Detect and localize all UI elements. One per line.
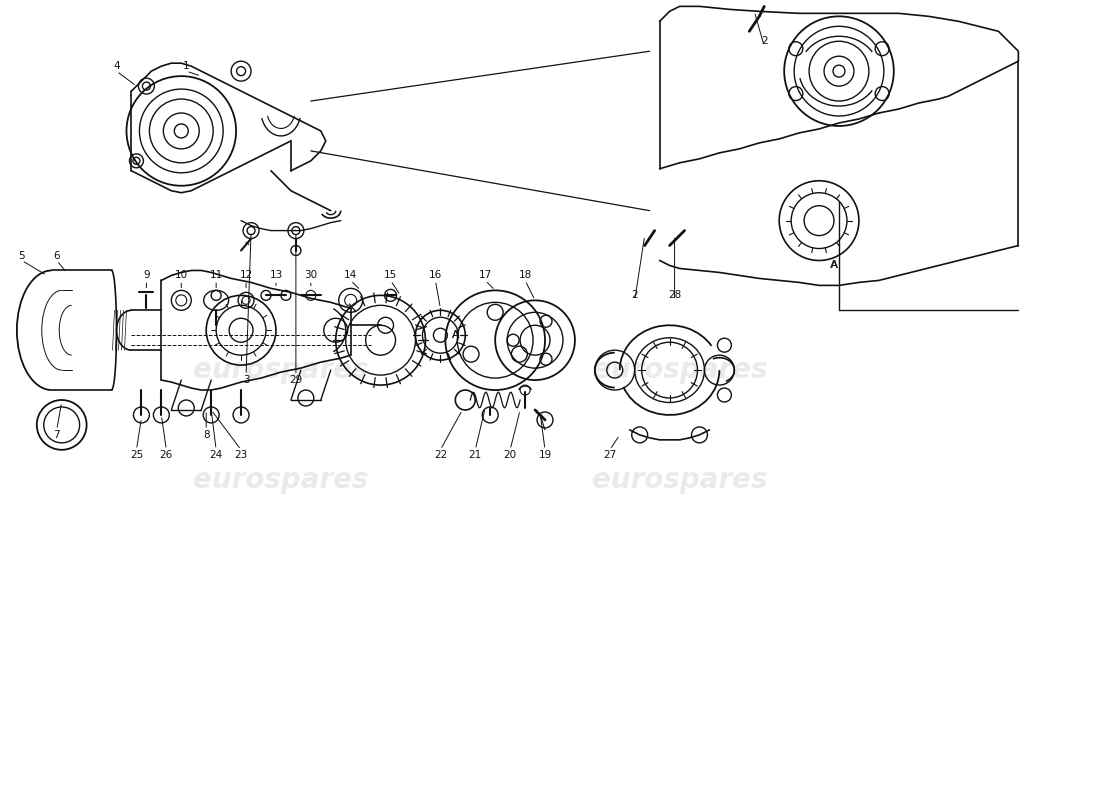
- Text: 8: 8: [202, 430, 209, 440]
- Text: 12: 12: [240, 270, 253, 281]
- Text: 2: 2: [761, 36, 768, 46]
- Text: 22: 22: [433, 450, 447, 460]
- Text: eurospares: eurospares: [592, 356, 768, 384]
- Text: 9: 9: [143, 270, 150, 281]
- Text: A: A: [452, 330, 459, 340]
- Text: 13: 13: [270, 270, 283, 281]
- Text: 29: 29: [289, 375, 302, 385]
- Text: 15: 15: [384, 270, 397, 281]
- Text: eurospares: eurospares: [592, 466, 768, 494]
- Text: 6: 6: [54, 250, 60, 261]
- Text: 16: 16: [429, 270, 442, 281]
- Text: 14: 14: [344, 270, 358, 281]
- Text: 5: 5: [19, 250, 25, 261]
- Text: 24: 24: [209, 450, 223, 460]
- Text: 30: 30: [305, 270, 318, 281]
- Text: 11: 11: [209, 270, 223, 281]
- Text: 18: 18: [518, 270, 531, 281]
- Text: 20: 20: [504, 450, 517, 460]
- Text: 27: 27: [603, 450, 616, 460]
- Text: 23: 23: [234, 450, 248, 460]
- Text: 21: 21: [469, 450, 482, 460]
- Text: eurospares: eurospares: [194, 356, 368, 384]
- Text: A: A: [830, 261, 838, 270]
- Text: 17: 17: [478, 270, 492, 281]
- Text: 25: 25: [130, 450, 143, 460]
- Text: 1: 1: [183, 61, 189, 71]
- Text: 7: 7: [54, 430, 60, 440]
- Text: 10: 10: [175, 270, 188, 281]
- Text: 28: 28: [668, 290, 681, 300]
- Text: 2: 2: [631, 290, 638, 300]
- Text: 3: 3: [243, 375, 250, 385]
- Text: 4: 4: [113, 61, 120, 71]
- Text: eurospares: eurospares: [194, 466, 368, 494]
- Text: A: A: [830, 261, 837, 270]
- Text: 19: 19: [538, 450, 551, 460]
- Text: 26: 26: [160, 450, 173, 460]
- Text: A: A: [451, 330, 459, 340]
